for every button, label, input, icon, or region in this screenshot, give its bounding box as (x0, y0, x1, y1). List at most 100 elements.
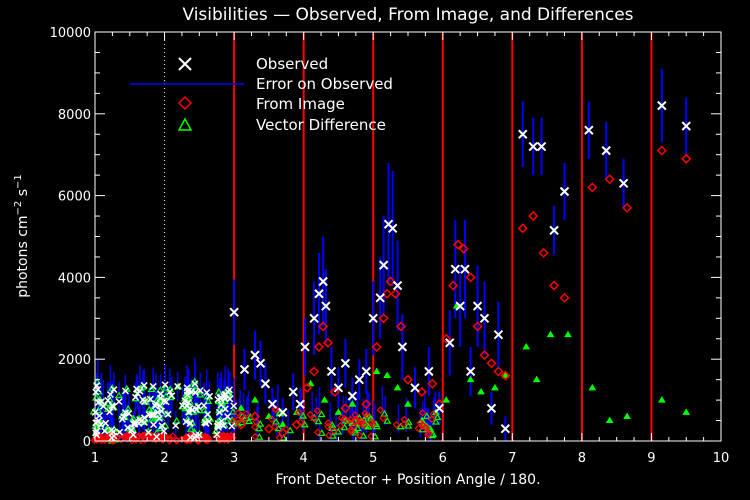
difference-point (431, 417, 440, 425)
observed-point (229, 307, 239, 317)
difference-point (466, 375, 475, 383)
difference-point (229, 407, 238, 415)
observed-point (559, 186, 570, 197)
x-tick-label: 3 (230, 451, 238, 466)
observed-point (115, 398, 123, 406)
image-point (310, 415, 319, 423)
image-point (656, 145, 667, 156)
difference-point (433, 413, 442, 421)
observed-point (154, 408, 162, 416)
difference-point (588, 383, 597, 391)
image-point (453, 239, 464, 250)
image-point (395, 321, 407, 332)
difference-point (341, 416, 350, 424)
observed-point (131, 393, 139, 401)
observed-point (321, 301, 331, 311)
image-point (146, 431, 155, 439)
observed-point (333, 383, 344, 393)
observed-point (460, 264, 470, 274)
image-point (528, 210, 539, 222)
observed-point (518, 129, 528, 139)
image-point (349, 422, 358, 431)
image-point (622, 202, 633, 213)
legend-error-label: Error on Observed (256, 75, 393, 93)
observed-point (618, 178, 629, 189)
image-point (376, 406, 385, 414)
difference-point (564, 330, 572, 338)
image-point (249, 411, 261, 422)
image-point (236, 419, 247, 430)
image-point (99, 434, 107, 443)
observed-point (601, 145, 611, 156)
observed-point (186, 420, 194, 428)
observed-point (116, 428, 124, 436)
image-point (309, 366, 320, 377)
observed-point (155, 414, 163, 422)
difference-point (186, 425, 196, 432)
observed-point (204, 410, 212, 418)
observed-point (368, 313, 378, 324)
observed-point (129, 431, 137, 439)
difference-point (278, 420, 287, 428)
observed-point (397, 342, 408, 352)
image-point (427, 415, 436, 424)
observed-point (181, 397, 189, 405)
reference-lines (164, 32, 653, 441)
difference-point (442, 396, 451, 403)
image-point (322, 337, 334, 348)
observed-point (434, 403, 445, 413)
observed-point (153, 433, 161, 441)
image-point (116, 435, 125, 444)
y-axis-title: photons cm−2 s−1 (13, 174, 31, 298)
difference-point (348, 400, 357, 407)
y-axis-title-exp2: −1 (13, 174, 24, 189)
observed-point (549, 225, 559, 236)
image-point (390, 288, 401, 299)
observed-point (450, 264, 461, 274)
observed-point (361, 366, 371, 377)
observed-point (152, 400, 160, 408)
observed-point (164, 410, 172, 418)
image-point (270, 423, 279, 431)
image-point (371, 341, 382, 352)
observed-point (160, 427, 168, 435)
observed-point (135, 419, 143, 428)
observed-point (108, 426, 116, 434)
image-point (263, 423, 274, 434)
observed-point (118, 415, 126, 423)
image-point (416, 386, 427, 397)
difference-point (328, 421, 337, 428)
image-point (424, 431, 432, 439)
observed-point (340, 358, 351, 368)
image-point (500, 370, 511, 381)
observed-point (472, 301, 483, 311)
image-point (400, 415, 409, 424)
difference-point (225, 389, 234, 397)
image-point (681, 153, 692, 164)
image-point (350, 415, 361, 426)
image-point (250, 423, 259, 431)
image-point (122, 432, 131, 441)
difference-point (404, 421, 413, 429)
image-point (233, 416, 242, 424)
observed-point (465, 366, 476, 377)
difference-point (422, 412, 431, 419)
image-point (200, 432, 209, 441)
image-point (337, 414, 346, 422)
difference-point (244, 417, 254, 425)
difference-point (156, 385, 165, 393)
image-point (355, 431, 364, 440)
observed-point (219, 422, 227, 430)
difference-point (657, 396, 666, 403)
image-point (336, 421, 345, 430)
difference-point (334, 408, 343, 415)
image-point (420, 423, 429, 432)
image-point (340, 414, 349, 423)
x-tick-label: 1 (91, 451, 99, 466)
y-axis-title-unit2: s (15, 189, 31, 201)
observed-point (136, 387, 144, 395)
observed-point (145, 411, 153, 419)
image-point (313, 341, 325, 352)
difference-point (522, 342, 531, 350)
